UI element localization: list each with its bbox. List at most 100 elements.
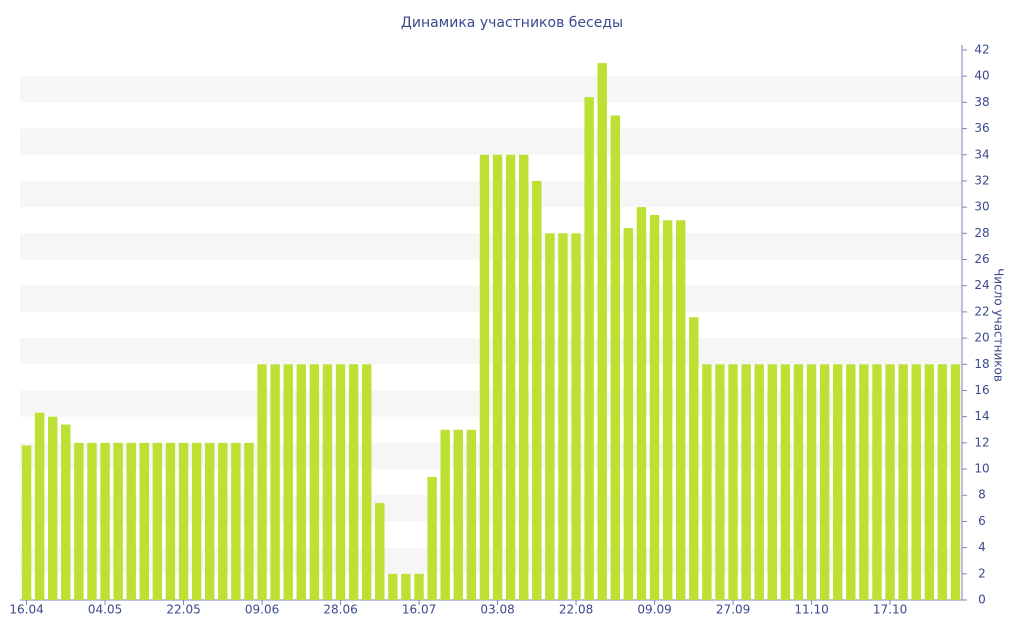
bar (309, 364, 320, 600)
bar (152, 442, 163, 600)
y-tick-label: 6 (978, 514, 986, 528)
x-tick-label: 11.10 (794, 603, 828, 617)
y-tick-label: 38 (974, 95, 989, 109)
bar (924, 364, 935, 600)
chart-title: Динамика участников беседы (401, 15, 623, 31)
bar (741, 364, 751, 600)
bar (715, 364, 725, 600)
grid-stripe (20, 442, 962, 470)
x-tick-label: 09.06 (245, 603, 279, 617)
bar (100, 442, 110, 600)
bar (492, 154, 503, 600)
y-tick-label: 26 (974, 252, 989, 266)
y-tick-label: 40 (974, 69, 989, 83)
y-tick-label: 14 (974, 409, 989, 423)
bar (34, 412, 45, 600)
bar (571, 233, 581, 601)
x-tick-label: 04.05 (88, 603, 122, 617)
y-tick-label: 16 (974, 383, 989, 397)
bar (505, 154, 516, 600)
bar (950, 364, 961, 600)
grid-stripe (20, 128, 962, 155)
y-tick-label: 8 (978, 488, 986, 502)
bar (126, 442, 136, 600)
y-tick-label: 22 (974, 304, 989, 318)
y-tick-label: 30 (974, 200, 989, 214)
grid-stripe (20, 233, 962, 260)
bar (885, 364, 895, 600)
bar (545, 233, 555, 601)
bar (636, 207, 647, 600)
bar (675, 220, 686, 600)
y-tick-label: 24 (974, 278, 989, 292)
bar (296, 364, 307, 600)
bar (139, 442, 150, 600)
y-tick-label: 36 (974, 121, 989, 135)
x-tick-label: 28.06 (323, 603, 357, 617)
bar (361, 364, 372, 600)
y-axis-label: Число участников (992, 268, 1006, 382)
bar (87, 442, 97, 600)
y-tick-label: 4 (978, 540, 986, 554)
y-tick-label: 12 (974, 435, 989, 449)
bar (558, 233, 568, 601)
bar (662, 220, 673, 600)
bar (767, 364, 778, 600)
y-tick-label: 0 (978, 593, 986, 607)
bar (204, 442, 215, 600)
x-tick-label: 22.08 (559, 603, 593, 617)
bar (937, 364, 948, 600)
x-tick-label: 17.10 (873, 603, 907, 617)
x-tick-label: 09.09 (637, 603, 671, 617)
bar (244, 442, 254, 600)
bar (453, 429, 464, 600)
y-tick-label: 10 (974, 462, 989, 476)
bar (61, 424, 71, 600)
bar (191, 442, 202, 600)
bar (793, 364, 804, 600)
bar (388, 573, 398, 600)
bar (466, 429, 477, 600)
bar (322, 364, 333, 600)
grid-stripe (20, 285, 962, 312)
y-tick-label: 32 (974, 173, 989, 187)
y-tick-label: 28 (974, 226, 989, 240)
bar (597, 63, 607, 601)
bar (218, 442, 228, 600)
bar (623, 228, 634, 600)
bar (689, 317, 699, 600)
bar (806, 364, 817, 600)
x-tick-label: 22.05 (166, 603, 200, 617)
y-tick-label: 18 (974, 357, 989, 371)
bar (754, 364, 764, 600)
y-tick-label: 42 (974, 43, 989, 57)
bar (257, 364, 267, 600)
bar (702, 364, 712, 600)
bar (911, 364, 921, 600)
bar (427, 476, 437, 600)
y-tick-label: 34 (974, 147, 989, 161)
x-tick-label: 16.07 (402, 603, 436, 617)
bar (283, 364, 293, 600)
bar (47, 416, 58, 600)
bar (113, 442, 123, 600)
bar (479, 154, 490, 600)
grid-stripe (20, 76, 962, 103)
bar (649, 215, 660, 600)
bar (819, 364, 830, 600)
bar (832, 364, 843, 600)
bar (21, 445, 32, 600)
bar (872, 364, 882, 600)
grid-stripe (20, 180, 962, 208)
y-tick-label: 20 (974, 331, 989, 345)
bar (610, 115, 621, 600)
bar (74, 442, 84, 600)
x-tick-label: 03.08 (480, 603, 514, 617)
bar (584, 97, 594, 601)
grid-stripe (20, 338, 962, 365)
bar (270, 364, 280, 600)
bar (859, 364, 869, 600)
bar (401, 573, 411, 600)
bar (728, 364, 738, 600)
